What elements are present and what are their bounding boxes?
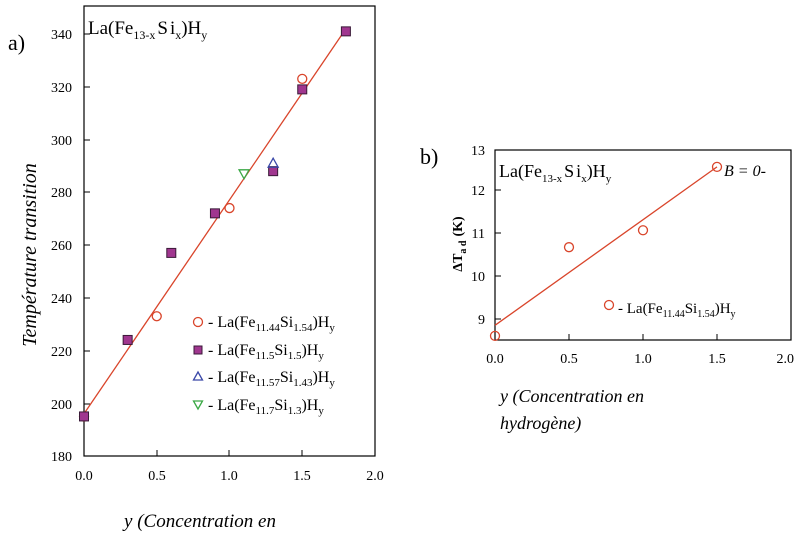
panel-a-x-ticks: 0.0 0.5 1.0 1.5 2.0 [75, 450, 384, 484]
data-point [122, 334, 133, 345]
panel-b-legend: - La(Fe11.44Si1.54)Hy [603, 299, 736, 320]
legend-marker-triangle-down [192, 400, 204, 411]
panel-b-x-tick-label: 1.0 [634, 352, 652, 367]
panel-b-y-tick-label: 12 [471, 184, 485, 199]
panel-a-x-axis-title: y (Concentration en [122, 511, 276, 532]
data-point [637, 225, 649, 236]
panel-a-y-tick-label: 300 [51, 134, 72, 149]
panel-a-data-points [78, 26, 351, 422]
panel-b-label: b) [420, 144, 438, 169]
svg-text:- La(Fe11.44Si1.54)Hy: - La(Fe11.44Si1.54)Hy [208, 314, 335, 334]
svg-text:- La(Fe11.57Si1.43)Hy: - La(Fe11.57Si1.43)Hy [208, 369, 335, 389]
legend-item: - La(Fe11.44Si1.54)Hy [603, 299, 736, 320]
data-point [267, 156, 280, 168]
panel-a-y-tick-label: 220 [51, 345, 72, 360]
data-point [268, 166, 279, 177]
data-point [489, 330, 501, 342]
data-point [711, 161, 723, 173]
panel-a-x-tick-label: 0.5 [148, 469, 166, 484]
panel-b-x-tick-label: 1.5 [708, 352, 726, 367]
panel-b-y-ticks: 9 10 11 12 13 [471, 144, 501, 328]
legend-marker-circle [192, 316, 204, 328]
panel-a-label: a) [8, 30, 25, 55]
data-point [237, 169, 251, 181]
panel-b-x-ticks: 0.0 0.5 1.0 1.5 2.0 [486, 334, 794, 367]
legend-item: - La(Fe11.57Si1.43)Hy [192, 369, 335, 389]
data-point [340, 26, 351, 37]
panel-a-y-tick-label: 240 [51, 292, 72, 307]
panel-a-y-tick-label: 260 [51, 239, 72, 254]
panel-b-x-axis-title-line1: y (Concentration en [498, 386, 644, 407]
data-point [79, 411, 89, 422]
panel-b-x-tick-label: 0.5 [560, 352, 578, 367]
panel-b-x-axis-title-line2: hydrogène) [500, 413, 581, 434]
legend-marker-square [193, 345, 203, 355]
panel-a-y-tick-label: 200 [51, 398, 72, 413]
data-point [297, 73, 308, 84]
data-point [563, 242, 575, 253]
panel-a-y-tick-label: 180 [51, 450, 72, 465]
panel-a-x-tick-label: 0.0 [75, 469, 93, 484]
panel-a-y-axis-title: Température transition [19, 163, 41, 347]
panel-b-y-tick-label: 10 [471, 270, 485, 285]
panel-b-y-tick-label: 9 [478, 313, 485, 328]
data-point [209, 208, 220, 219]
panel-a-y-tick-label: 320 [51, 81, 72, 96]
panel-a-x-tick-label: 1.0 [220, 469, 238, 484]
data-point [224, 202, 235, 214]
panel-b-fit-line [494, 166, 718, 326]
panel-a-y-tick-label: 280 [51, 186, 72, 201]
panel-b-annotation: B = 0- [724, 163, 766, 180]
panel-b-y-tick-label: 11 [472, 227, 485, 242]
data-point [166, 247, 177, 258]
panel-b-y-axis-title: ΔTa d(K) [451, 216, 469, 272]
fit-line [494, 166, 718, 326]
legend-item: - La(Fe11.5Si1.5)Hy [193, 342, 324, 362]
panel-b-y-tick-label: 13 [471, 144, 485, 159]
panel-b-x-tick-label: 0.0 [486, 352, 504, 367]
panel-b-x-tick-label: 2.0 [777, 352, 795, 367]
panel-a-y-ticks: 180 200 220 240 260 280 300 320 340 [51, 28, 90, 465]
panel-a-y-tick-label: 340 [51, 28, 72, 43]
legend-item: - La(Fe11.44Si1.54)Hy [192, 314, 335, 334]
data-point [297, 84, 308, 95]
legend-marker-circle [603, 299, 615, 311]
panel-a-x-tick-label: 2.0 [366, 469, 384, 484]
data-point [151, 311, 162, 322]
panel-b-data-points [489, 161, 723, 342]
svg-text:- La(Fe11.5Si1.5)Hy: - La(Fe11.5Si1.5)Hy [208, 342, 324, 362]
legend-item: - La(Fe11.7Si1.3)Hy [192, 397, 324, 417]
legend-marker-triangle-up [192, 370, 204, 381]
svg-text:- La(Fe11.7Si1.3)Hy: - La(Fe11.7Si1.3)Hy [208, 397, 324, 417]
svg-text:- La(Fe11.44Si1.54)Hy: - La(Fe11.44Si1.54)Hy [618, 301, 736, 320]
panel-a-x-tick-label: 1.5 [293, 469, 311, 484]
panel-a-legend: - La(Fe11.44Si1.54)Hy - La(Fe11.5Si1.5)H… [192, 314, 335, 417]
